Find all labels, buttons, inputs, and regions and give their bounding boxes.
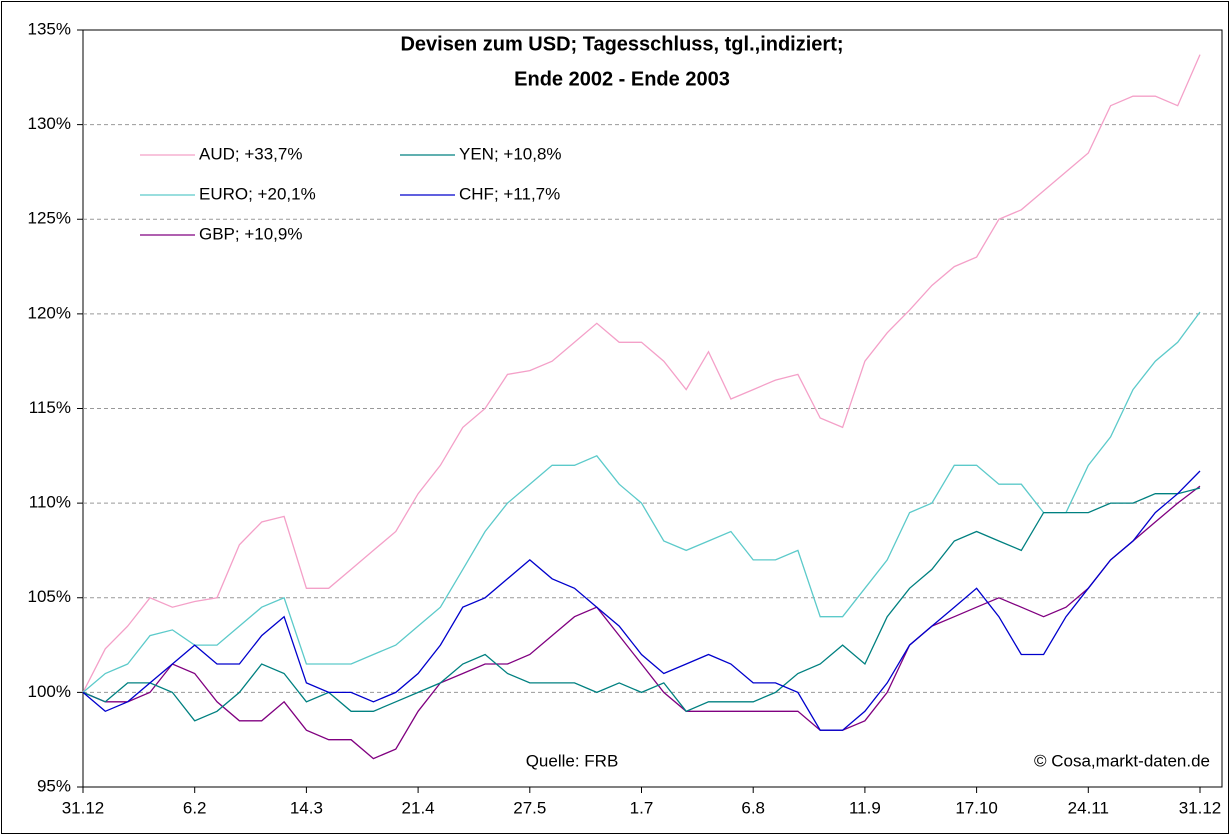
y-tick-label: 110% — [29, 493, 71, 512]
x-tick-label: 31.12 — [1179, 798, 1222, 817]
legend-label: YEN; +10,8% — [459, 144, 562, 163]
x-tick-label: 31.12 — [62, 798, 105, 817]
legend-label: GBP; +10,9% — [199, 224, 302, 243]
x-tick-label: 1.7 — [630, 798, 654, 817]
chart-subtitle: Ende 2002 - Ende 2003 — [514, 68, 730, 90]
y-tick-label: 115% — [29, 398, 71, 417]
series-line — [82, 485, 1201, 760]
x-tick-label: 6.8 — [741, 798, 765, 817]
copyright-note: © Cosa,markt-daten.de — [1034, 751, 1210, 770]
series-line — [82, 487, 1201, 722]
y-tick-label: 100% — [28, 682, 71, 701]
y-tick-label: 130% — [28, 114, 71, 133]
y-tick-label: 125% — [28, 209, 71, 228]
legend-label: CHF; +11,7% — [459, 184, 560, 203]
y-tick-label: 135% — [28, 19, 71, 38]
source-note: Quelle: FRB — [526, 751, 619, 770]
series-line — [82, 54, 1201, 693]
x-tick-label: 24.11 — [1068, 798, 1109, 817]
series-line — [82, 470, 1201, 731]
x-tick-label: 21.4 — [402, 798, 435, 817]
series-line — [82, 311, 1201, 693]
y-tick-label: 105% — [28, 587, 71, 606]
x-tick-label: 27.5 — [513, 798, 546, 817]
x-tick-label: 6.2 — [183, 798, 207, 817]
legend-label: AUD; +33,7% — [199, 144, 302, 163]
y-tick-label: 95% — [37, 776, 71, 795]
y-tick-label: 120% — [28, 303, 71, 322]
x-tick-label: 11.9 — [849, 798, 881, 817]
chart-title: Devisen zum USD; Tagesschluss, tgl.,indi… — [400, 33, 843, 55]
legend-label: EURO; +20,1% — [199, 184, 316, 203]
x-tick-label: 14.3 — [290, 798, 323, 817]
x-tick-label: 17.10 — [955, 798, 998, 817]
